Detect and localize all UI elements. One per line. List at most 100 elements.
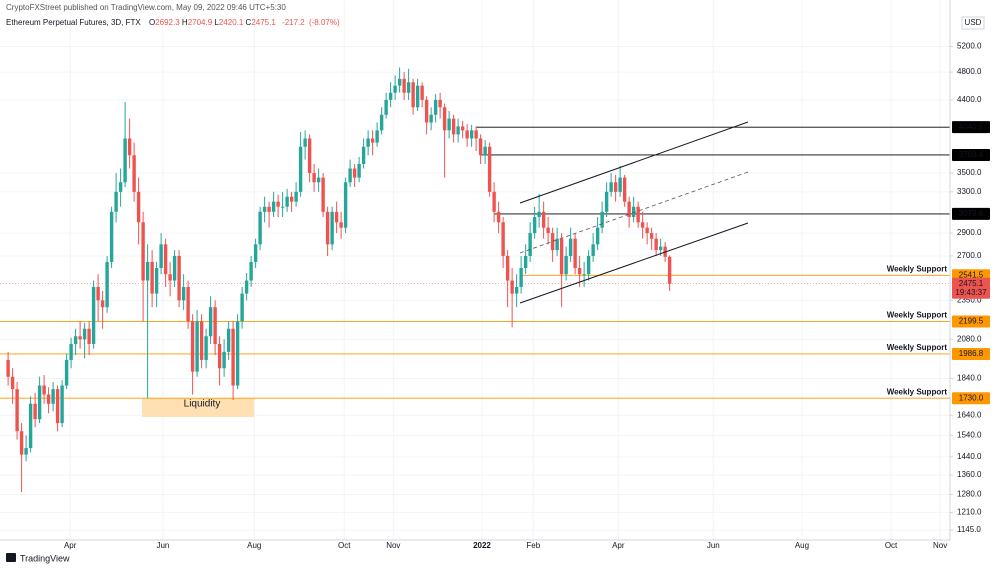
- y-tick-label: 4800.0: [957, 67, 982, 76]
- candle-body: [618, 177, 622, 192]
- x-tick-label: Apr: [612, 541, 625, 550]
- candle-body: [550, 233, 555, 251]
- candle-body: [609, 182, 613, 192]
- candle-body: [411, 82, 415, 108]
- candle-body: [357, 164, 361, 178]
- candle-body: [631, 206, 636, 218]
- candle-body: [627, 201, 631, 218]
- x-tick-label: Feb: [526, 541, 540, 550]
- candle-body: [37, 385, 42, 420]
- candle-body: [483, 146, 487, 156]
- candle-body: [523, 255, 528, 269]
- candle-body: [487, 146, 492, 192]
- candle-body: [640, 222, 645, 228]
- candle-body: [285, 196, 289, 207]
- candle-body: [249, 261, 253, 281]
- x-tick-label: Nov: [933, 541, 947, 550]
- level-label-box: [952, 347, 990, 360]
- candle-body: [64, 359, 69, 386]
- candle-body: [60, 385, 64, 424]
- candle-body: [78, 336, 82, 340]
- ohlc-prefix: C: [245, 18, 252, 27]
- ohlc-prefix: L: [214, 18, 219, 27]
- candle-body: [465, 130, 469, 139]
- candle-body: [10, 376, 15, 390]
- candle-body: [474, 130, 478, 139]
- level-label: 2199.5: [959, 317, 984, 326]
- candle-body: [87, 328, 91, 344]
- candle-body: [186, 287, 190, 322]
- candle-body: [195, 321, 199, 372]
- candle-body: [546, 227, 550, 234]
- candle-body: [307, 138, 312, 174]
- candle-body: [289, 196, 294, 202]
- candle-body: [258, 211, 262, 245]
- candle-body: [141, 222, 145, 281]
- y-tick-label: 3300.0: [957, 187, 982, 196]
- candle-body: [280, 206, 285, 208]
- level-label: 1986.8: [959, 349, 984, 358]
- candle-body: [393, 85, 397, 93]
- x-tick-label: Aug: [795, 541, 809, 550]
- candle-body: [492, 191, 496, 212]
- logo-icon: [6, 553, 16, 562]
- countdown: 19:43:37: [955, 288, 987, 297]
- candle-body: [316, 177, 321, 183]
- ohlc-prefix: H: [181, 18, 188, 27]
- candle-body: [334, 211, 339, 223]
- candle-body: [235, 321, 240, 386]
- time-axis-bg: [0, 540, 950, 569]
- candle-body: [406, 82, 411, 93]
- candle-body: [312, 173, 316, 183]
- candle-body: [505, 255, 510, 281]
- candle-body: [19, 431, 24, 455]
- candle-body: [15, 389, 19, 432]
- level-label-box: [952, 315, 990, 328]
- candle-body: [564, 255, 568, 275]
- candle-body: [636, 206, 640, 223]
- candle-body: [384, 99, 388, 115]
- candle-body: [253, 244, 258, 262]
- x-tick-label: Jun: [156, 541, 169, 550]
- level-label: 1730.0: [959, 393, 984, 402]
- candle-body: [150, 261, 154, 294]
- candle-body: [433, 99, 438, 115]
- candle-body: [451, 118, 456, 135]
- currency: USD: [965, 18, 982, 27]
- publisher: CryptoFXStreet published on TradingView.…: [6, 3, 286, 12]
- candle-body: [298, 146, 303, 192]
- candle-body: [208, 307, 213, 337]
- candle-body: [469, 130, 474, 139]
- candle-body: [118, 182, 123, 192]
- channel-mid: [519, 171, 749, 254]
- candle-body: [96, 287, 100, 301]
- candle-body: [231, 328, 235, 386]
- level-annotation: Weekly Support: [887, 387, 948, 396]
- candle-body: [181, 287, 186, 301]
- candle-body: [442, 107, 447, 131]
- x-tick-label: Aug: [247, 541, 261, 550]
- candle-body: [568, 238, 573, 256]
- y-tick-label: 1540.0: [957, 430, 982, 439]
- candle-body: [267, 206, 271, 212]
- candle-body: [577, 268, 582, 275]
- last-price-box: [952, 277, 990, 299]
- ohlc-prefix: O: [148, 18, 156, 27]
- candle-body: [514, 287, 519, 294]
- level-label-box: [952, 392, 990, 405]
- candle-body: [366, 138, 370, 147]
- candle-body: [649, 233, 654, 239]
- ohlc-low: 2420.1: [218, 18, 244, 27]
- channel-lower: [519, 222, 749, 304]
- candle-body: [294, 191, 298, 202]
- candle-body: [420, 85, 424, 100]
- x-tick-label: Oct: [885, 541, 898, 550]
- candle-body: [105, 261, 109, 308]
- candle-body: [415, 85, 420, 108]
- candle-body: [28, 403, 33, 449]
- candle-body: [622, 177, 627, 202]
- level-annotation: Weekly Support: [887, 311, 948, 320]
- candle-body: [397, 78, 402, 86]
- candle-body: [100, 300, 105, 308]
- candle-body: [654, 238, 658, 251]
